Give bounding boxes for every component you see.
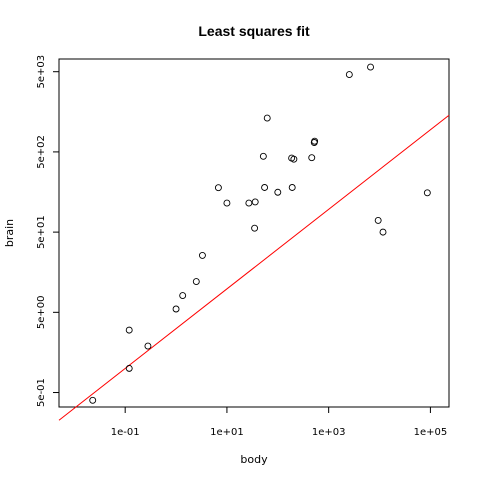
data-point: [423, 189, 431, 197]
data-point: [214, 184, 222, 192]
data-point: [125, 364, 133, 372]
data-point: [179, 292, 187, 299]
x-tick-label: 1e+01: [210, 427, 244, 438]
data-point: [245, 199, 253, 207]
data-point: [290, 155, 298, 163]
data-point: [125, 326, 133, 334]
data-point: [172, 305, 180, 313]
data-point: [261, 184, 269, 191]
data-point: [198, 251, 206, 259]
x-axis-label: body: [240, 453, 268, 466]
y-tick-label: 5e-01: [36, 378, 47, 407]
y-axis: 5e-01 5e+00 5e+01 5e+02 5e+03: [36, 55, 59, 407]
plot-frame: [58, 58, 450, 408]
x-tick-label: 1e-01: [111, 427, 140, 438]
y-axis-label: brain: [3, 219, 16, 247]
x-tick-label: 1e+05: [414, 427, 448, 438]
y-tick-label: 5e+00: [36, 296, 47, 330]
data-point: [379, 228, 387, 236]
data-point: [223, 199, 231, 207]
data-point: [259, 152, 267, 160]
data-point: [192, 278, 200, 285]
x-axis: 1e-01 1e+01 1e+03 1e+05: [111, 407, 447, 438]
fit-line-group: [58, 114, 450, 421]
y-tick-label: 5e+03: [36, 55, 47, 89]
data-point: [263, 114, 271, 122]
chart-title: Least squares fit: [198, 23, 310, 39]
y-tick-label: 5e+02: [36, 135, 47, 169]
data-point: [89, 396, 97, 404]
x-tick-label: 1e+03: [312, 427, 346, 438]
data-point: [374, 216, 382, 224]
data-point: [345, 71, 353, 79]
data-point: [308, 154, 316, 162]
data-point: [251, 198, 259, 206]
data-point: [288, 184, 296, 191]
data-points: [89, 63, 431, 404]
y-tick-label: 5e+01: [36, 215, 47, 249]
data-point: [274, 188, 282, 196]
data-point: [367, 63, 374, 71]
least-squares-line: [58, 114, 450, 421]
data-point: [144, 342, 152, 350]
data-point: [251, 224, 259, 232]
data-point: [311, 137, 319, 145]
